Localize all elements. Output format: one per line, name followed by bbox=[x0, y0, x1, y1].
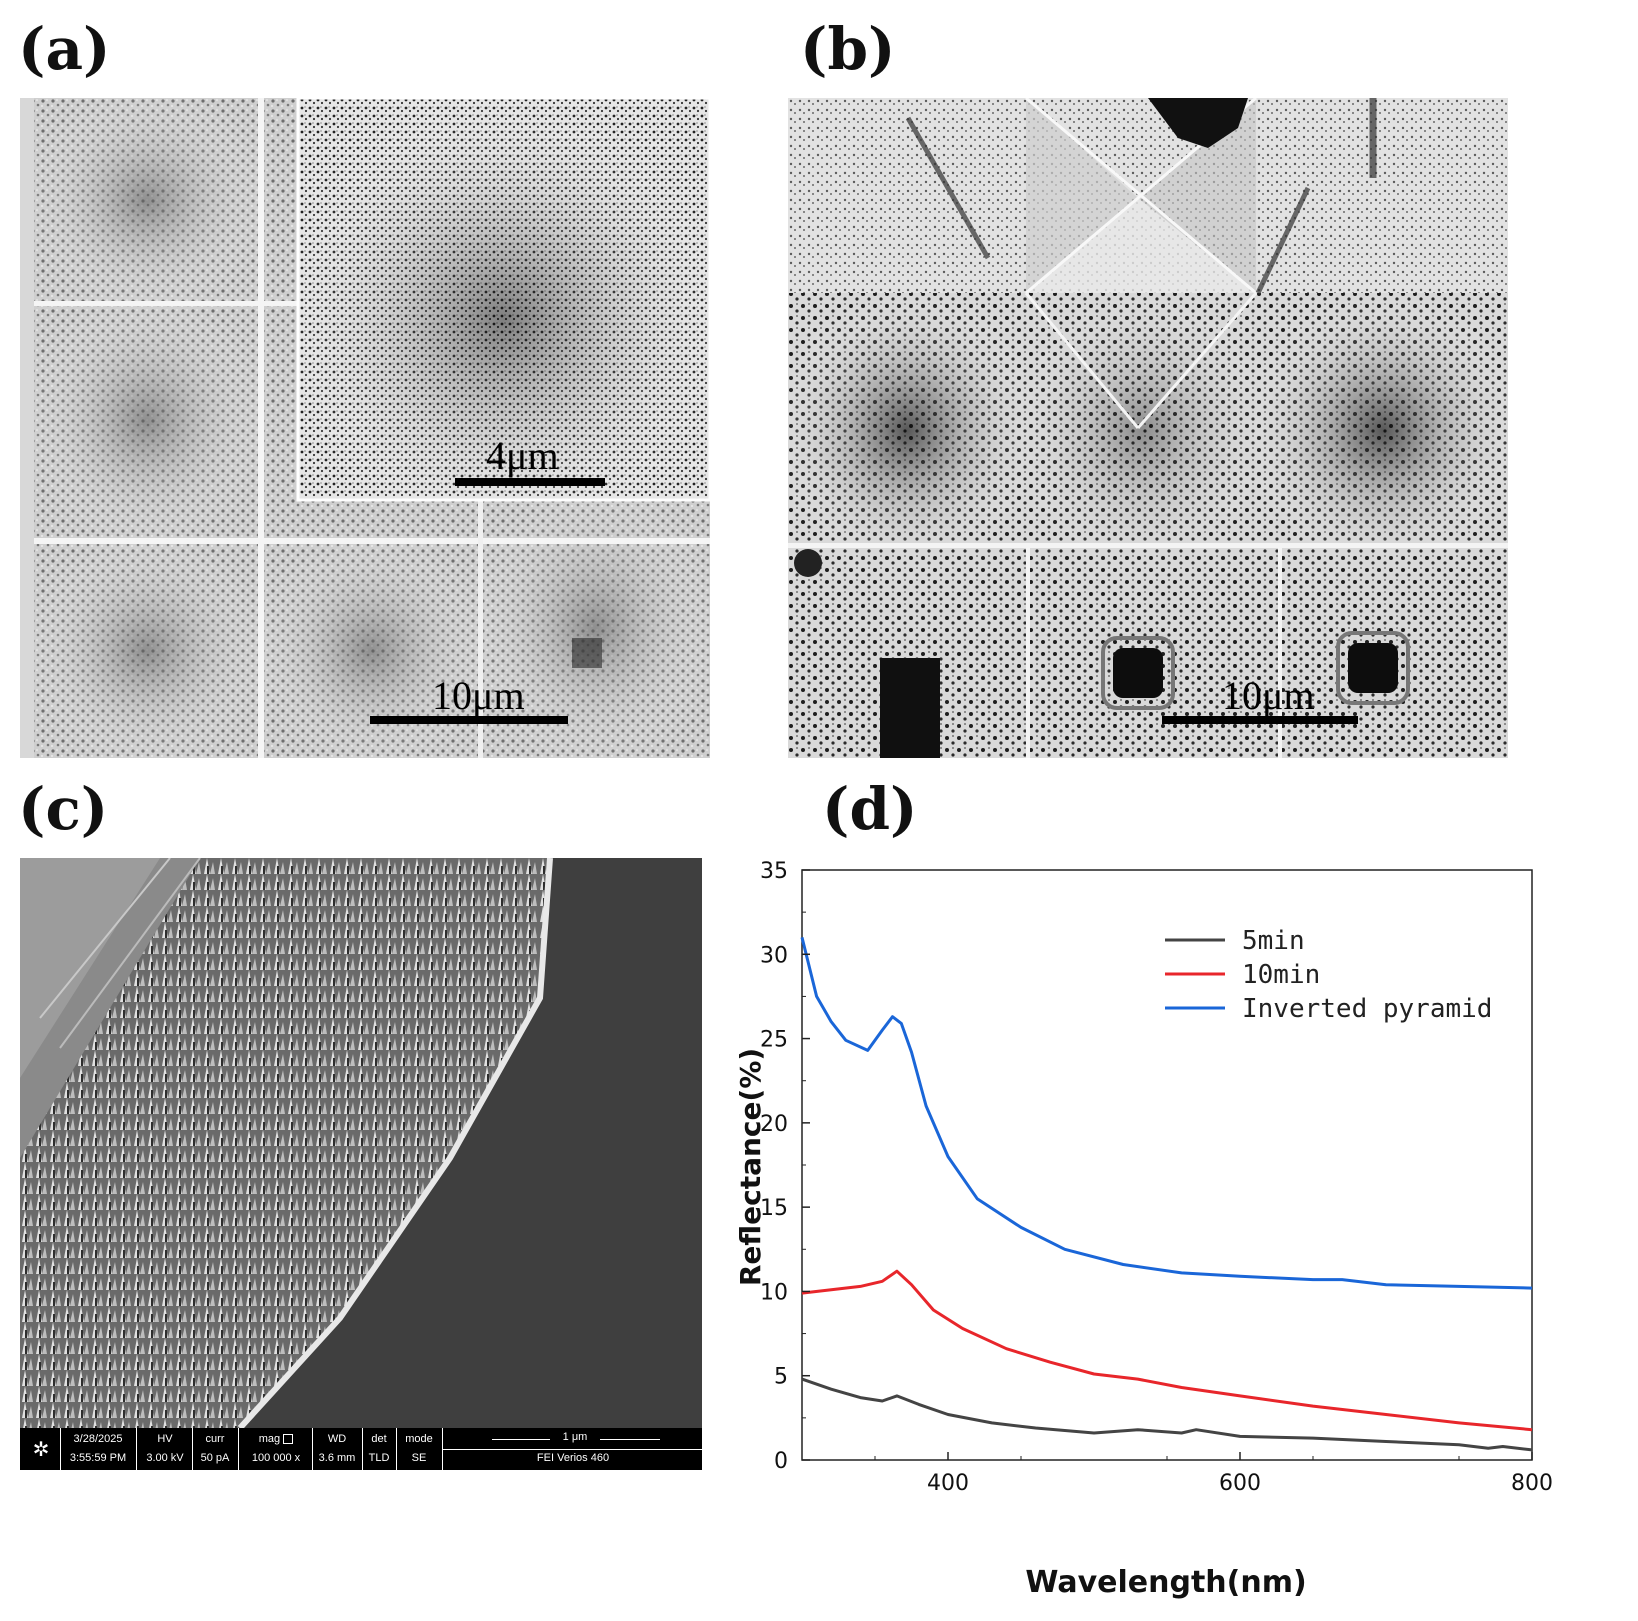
panel-label-b: (b) bbox=[800, 15, 896, 83]
chart-legend: 5min 10min Inverted pyramid bbox=[1165, 926, 1492, 1024]
databar-det: TLD bbox=[368, 1452, 390, 1464]
x-tick-label: 400 bbox=[927, 1471, 969, 1496]
sem-databar: ✲ 3/28/2025 3:55:59 PM HV 3.00 kV curr 5… bbox=[20, 1428, 702, 1470]
plot-border bbox=[801, 869, 1533, 1461]
databar-curr-label: curr bbox=[205, 1433, 225, 1445]
x-axis-label: Wavelength(nm) bbox=[1025, 1565, 1306, 1600]
databar-det-label: det bbox=[371, 1433, 387, 1445]
sem-texture-b bbox=[788, 98, 1508, 758]
y-axis-label: Reflectance(%) bbox=[734, 1048, 767, 1286]
scale-label-main-a: 10μm bbox=[432, 673, 525, 718]
fei-logo-icon: ✲ bbox=[32, 1437, 50, 1461]
databar-time: 3:55:59 PM bbox=[69, 1452, 127, 1464]
legend-label-1: 5min bbox=[1242, 926, 1305, 956]
legend-label-3: Inverted pyramid bbox=[1242, 994, 1492, 1024]
series-line-2 bbox=[801, 1269, 1533, 1432]
reflectance-chart: 400 600 800 0 5 10 15 20 25 30 35 Wavelength(nm) R… bbox=[734, 859, 1553, 1600]
scale-label-main-b: 10μm bbox=[1222, 673, 1315, 718]
y-tick-label: 35 bbox=[760, 859, 788, 884]
scale-label-inset-a: 4μm bbox=[486, 433, 559, 478]
y-tick-label: 20 bbox=[760, 1112, 788, 1137]
chart-ticks: 400 600 800 0 5 10 15 20 25 30 35 bbox=[760, 859, 1553, 1496]
scale-bar-inset-a bbox=[455, 478, 605, 486]
panel-label-d: (d) bbox=[822, 775, 918, 843]
y-tick-label: 15 bbox=[760, 1196, 788, 1221]
series-line-3 bbox=[800, 937, 1533, 1290]
databar-curr: 50 pA bbox=[200, 1452, 230, 1464]
y-tick-label: 10 bbox=[760, 1280, 788, 1305]
databar-mag-label-text: mag bbox=[258, 1433, 281, 1445]
databar-wd-label: WD bbox=[327, 1433, 347, 1445]
databar-date: 3/28/2025 bbox=[73, 1433, 123, 1445]
sem-image-c bbox=[20, 858, 702, 1428]
databar-mode-label: mode bbox=[405, 1433, 433, 1445]
databar-wd: 3.6 mm bbox=[318, 1452, 356, 1464]
databar-mag: 100 000 x bbox=[251, 1452, 301, 1464]
chart-frame bbox=[801, 869, 1533, 1461]
databar-hv: 3.00 kV bbox=[146, 1452, 184, 1464]
legend-label-2: 10min bbox=[1242, 960, 1320, 990]
x-tick-label: 800 bbox=[1511, 1471, 1553, 1496]
series-line-1 bbox=[801, 1377, 1533, 1452]
databar-mode: SE bbox=[411, 1452, 427, 1464]
scale-bar-main-a bbox=[370, 716, 568, 724]
sem-texture-c bbox=[20, 858, 702, 1428]
databar-instrument: FEI Verios 460 bbox=[536, 1452, 610, 1464]
sem-image-a bbox=[20, 98, 710, 758]
databar-mag-label: mag bbox=[242, 1433, 310, 1445]
y-tick-label: 5 bbox=[774, 1365, 788, 1390]
panel-label-c: (c) bbox=[18, 775, 109, 843]
x-tick-label: 600 bbox=[1219, 1471, 1261, 1496]
y-tick-label: 0 bbox=[774, 1449, 788, 1474]
y-tick-label: 30 bbox=[760, 943, 788, 968]
databar-hv-label: HV bbox=[157, 1433, 173, 1445]
databar-scale: 1 μm bbox=[550, 1431, 600, 1443]
sem-image-b bbox=[788, 98, 1508, 758]
chart-series bbox=[800, 937, 1533, 1452]
panel-label-a: (a) bbox=[18, 15, 111, 83]
sem-texture-a bbox=[20, 98, 710, 758]
mag-box-icon bbox=[283, 1434, 294, 1445]
scale-bar-main-b bbox=[1162, 716, 1358, 724]
y-tick-label: 25 bbox=[760, 1028, 788, 1053]
